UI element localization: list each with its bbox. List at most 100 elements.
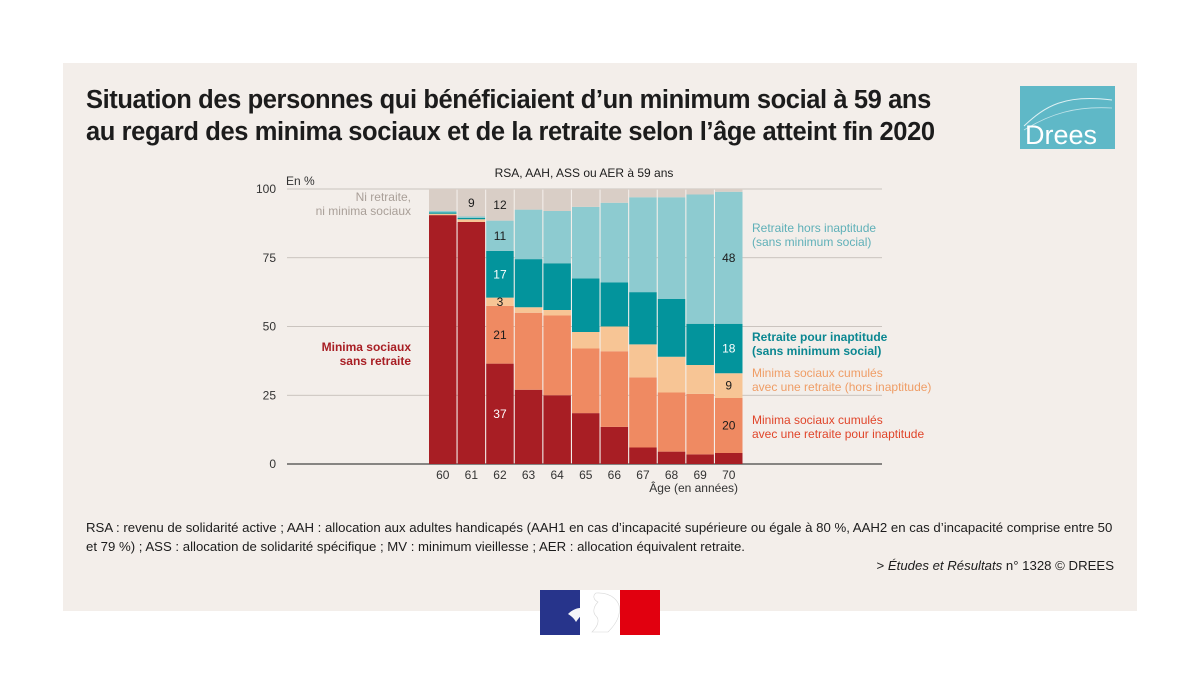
bar-segment xyxy=(629,447,657,464)
x-tick-label: 68 xyxy=(665,468,679,482)
y-tick-label: 75 xyxy=(263,251,277,265)
data-label: 12 xyxy=(493,198,507,212)
logo-swoosh xyxy=(1023,97,1113,127)
series-label-line: (sans minimum social) xyxy=(752,235,871,249)
x-tick-label: 69 xyxy=(693,468,707,482)
bar-segment xyxy=(514,209,543,260)
data-label: 21 xyxy=(493,328,507,342)
marianne-profile xyxy=(591,592,620,633)
series-label: Retraite hors inaptitude (sans minimum so… xyxy=(752,221,876,249)
bar-segment xyxy=(657,356,686,393)
bar-segment xyxy=(543,315,571,396)
bar-segment xyxy=(429,213,457,216)
x-tick-label: 60 xyxy=(436,468,450,482)
series-label: Retraite pour inaptitude (sans minimum so… xyxy=(752,330,888,358)
bar-segment xyxy=(572,206,600,279)
bar-segment xyxy=(514,307,543,313)
series-label: Minima sociaux cumulés avec une retraite … xyxy=(752,413,924,441)
source-prefix: > xyxy=(876,558,888,573)
series-label-line: sans retraite xyxy=(340,354,412,368)
bar-segment xyxy=(543,310,571,316)
data-label-layer: 9 12 11 17 3 21 37 48 18 9 20 xyxy=(468,196,736,433)
bar-segment xyxy=(486,305,514,364)
bar-layer xyxy=(429,189,743,464)
data-label: 17 xyxy=(493,267,507,281)
data-label: 11 xyxy=(494,229,507,243)
bar-segment xyxy=(486,363,514,464)
x-tick-label: 67 xyxy=(636,468,650,482)
data-label: 18 xyxy=(722,342,736,356)
axis-layer: En % RSA, AAH, ASS ou AER à 59 ans Âge (… xyxy=(256,166,738,495)
marianne-hair xyxy=(568,607,590,622)
bar-segment xyxy=(657,189,686,198)
bar-segment xyxy=(600,189,629,203)
bar-segment xyxy=(429,212,457,214)
title-line-2: au regard des minima sociaux et de la re… xyxy=(86,118,935,146)
bar-segment xyxy=(686,393,714,455)
data-label: 20 xyxy=(722,419,736,433)
series-label-line: Minima sociaux cumulés xyxy=(752,413,883,427)
bar-segment xyxy=(429,211,457,213)
bar-segment xyxy=(429,215,457,464)
x-axis-title: Âge (en années) xyxy=(649,480,738,495)
data-label: 37 xyxy=(493,407,507,421)
logo-text: Drees xyxy=(1025,120,1097,149)
bar-segment xyxy=(715,398,743,453)
bar-segment xyxy=(457,219,486,222)
source-publication: Études et Résultats xyxy=(887,558,1003,573)
series-label-line: Retraite pour inaptitude xyxy=(752,330,888,344)
data-label: 48 xyxy=(722,251,736,265)
data-label: 3 xyxy=(497,295,504,309)
bar-segment xyxy=(572,278,600,332)
bar-segment xyxy=(572,348,600,414)
x-tick-label: 61 xyxy=(465,468,479,482)
bar-segment xyxy=(429,189,457,211)
bar-segment xyxy=(572,189,600,207)
series-label-line: Retraite hors inaptitude xyxy=(752,221,876,235)
bar-segment xyxy=(514,312,543,390)
bar-segment xyxy=(686,323,714,365)
bar-segment xyxy=(600,426,629,464)
bar-segment xyxy=(457,216,486,218)
y-tick-label: 25 xyxy=(263,388,277,402)
bar-segment xyxy=(686,194,714,324)
x-tick-label: 66 xyxy=(608,468,622,482)
flag-red xyxy=(620,590,660,635)
y-tick-label: 0 xyxy=(269,457,276,471)
series-label-line: (sans minimum social) xyxy=(752,344,881,358)
bar-segment xyxy=(514,389,543,464)
series-label: Minima sociaux sans retraite xyxy=(322,340,412,368)
bar-segment xyxy=(543,263,571,310)
series-label-line: avec une retraite pour inaptitude xyxy=(752,427,924,441)
bar-segment xyxy=(486,189,514,221)
series-label-line: Minima sociaux xyxy=(322,340,412,354)
chart-subtitle: RSA, AAH, ASS ou AER à 59 ans xyxy=(495,166,674,180)
data-label: 9 xyxy=(725,379,732,393)
y-tick-label: 50 xyxy=(263,320,277,334)
bar-segment xyxy=(715,189,743,192)
bar-segment xyxy=(486,250,514,298)
series-label-line: Minima sociaux cumulés xyxy=(752,366,883,380)
bar-segment xyxy=(715,373,743,398)
bar-segment xyxy=(572,413,600,464)
bar-segment xyxy=(600,326,629,352)
bar-segment xyxy=(629,189,657,198)
bar-segment xyxy=(543,211,571,264)
series-label-line: ni minima sociaux xyxy=(316,204,411,218)
bar-segment xyxy=(572,332,600,349)
x-tick-label: 70 xyxy=(722,468,736,482)
bar-segment xyxy=(629,377,657,448)
bar-segment xyxy=(629,197,657,293)
bar-segment xyxy=(715,323,743,374)
bar-segment xyxy=(629,344,657,378)
bar-segment xyxy=(486,297,514,306)
bar-segment xyxy=(657,197,686,299)
bar-segment xyxy=(715,191,743,324)
bar-segment xyxy=(686,189,714,195)
chart-panel xyxy=(63,63,1137,611)
bar-segment xyxy=(543,189,571,211)
bar-segment xyxy=(457,222,486,464)
x-tick-label: 65 xyxy=(579,468,593,482)
